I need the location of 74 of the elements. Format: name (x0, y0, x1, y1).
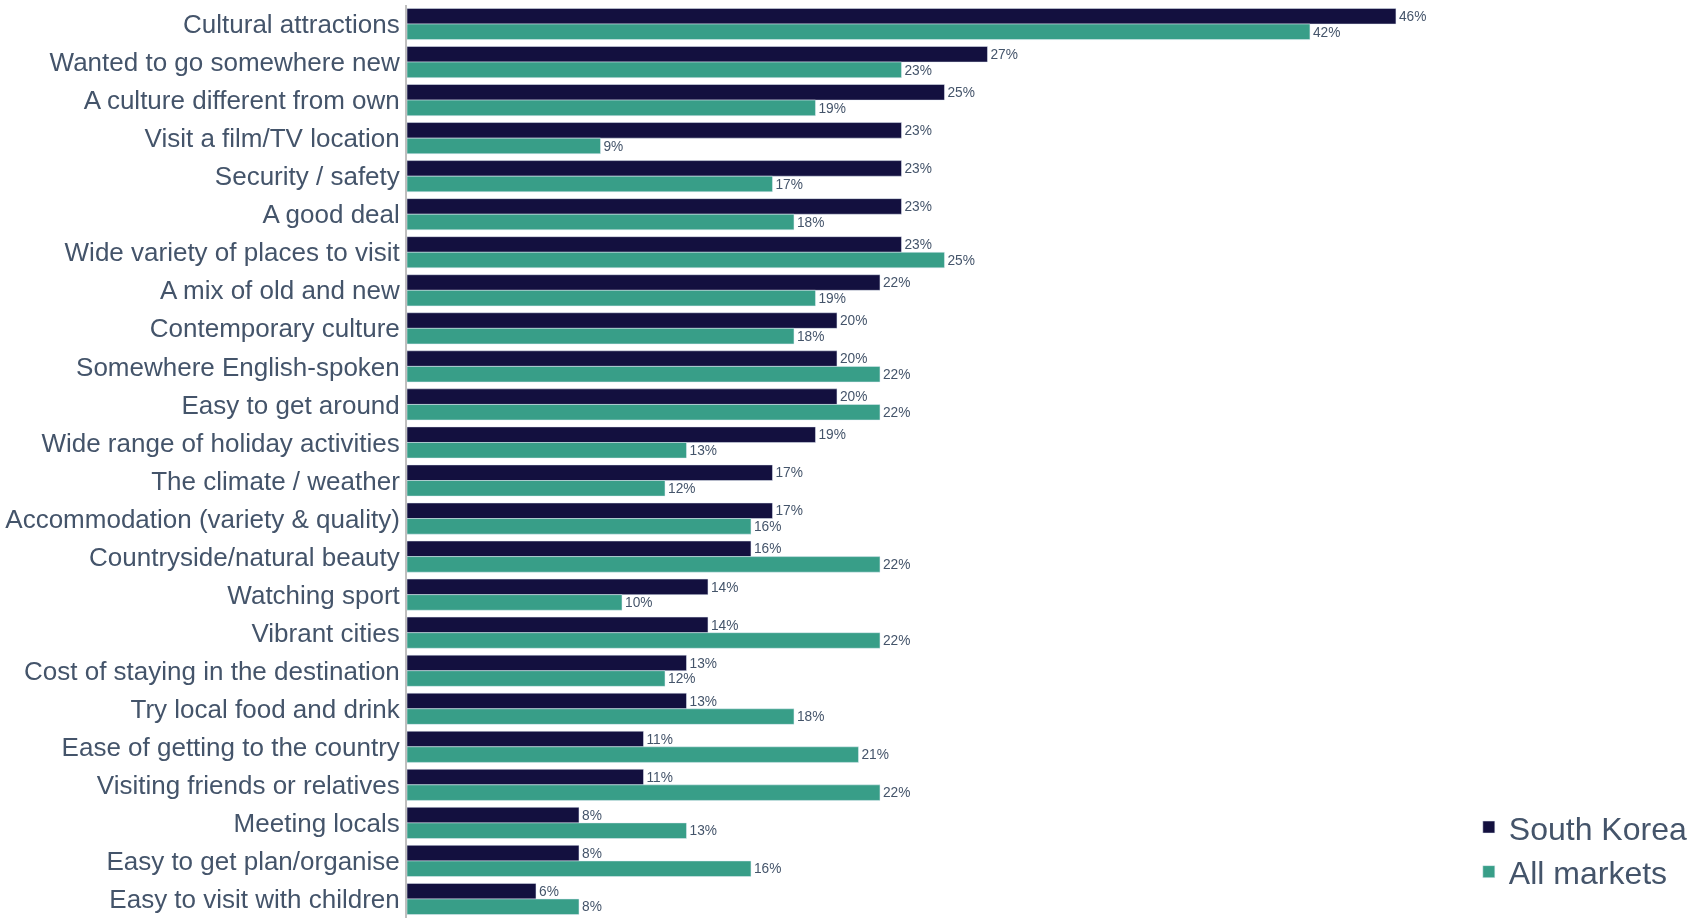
data-label: 21% (861, 747, 889, 763)
data-label: 9% (603, 138, 624, 154)
data-label: 11% (646, 731, 673, 747)
y-tick-label: Wide variety of places to visit (64, 237, 401, 268)
y-tick-label: A culture different from own (83, 85, 400, 116)
data-label: 25% (947, 84, 975, 100)
data-label: 13% (689, 655, 717, 671)
data-label: 22% (882, 557, 911, 573)
data-label: 8% (582, 899, 602, 915)
data-label: 10% (625, 595, 653, 611)
data-label: 13% (689, 442, 717, 458)
data-label: 23% (904, 199, 932, 215)
data-label: 6% (539, 883, 559, 899)
data-label: 11% (646, 769, 673, 785)
data-label: 13% (689, 823, 717, 839)
y-tick-label: Easy to get plan/organise (106, 846, 400, 877)
y-tick-label: Meeting locals (233, 808, 400, 838)
data-label: 13% (689, 693, 717, 709)
data-label: 22% (882, 785, 911, 801)
y-tick-label: Visiting friends or relatives (96, 769, 400, 800)
data-label: 42% (1312, 24, 1341, 40)
data-label: 18% (796, 709, 825, 725)
data-label: 16% (754, 541, 782, 557)
legend-label: South Korea (1508, 810, 1687, 847)
y-tick-label: Countryside/natural beauty (89, 541, 400, 572)
data-label: 46% (1398, 8, 1427, 24)
data-label: 18% (796, 214, 825, 230)
data-label: 8% (582, 807, 602, 823)
y-tick-label: Ease of getting to the country (61, 731, 400, 762)
data-label: 14% (710, 579, 739, 595)
data-label: 22% (883, 366, 911, 382)
y-tick-label: Somewhere English-spoken (76, 351, 400, 382)
y-tick-label: Visit a film/TV location (144, 123, 400, 154)
y-tick-label: Easy to visit with children (109, 884, 400, 915)
data-label: 20% (839, 351, 868, 367)
data-label: 16% (754, 861, 782, 877)
y-tick-label: Watching sport (227, 579, 401, 610)
y-tick-label: A mix of old and new (159, 275, 401, 306)
data-label: 17% (775, 176, 803, 192)
data-label: 23% (904, 237, 932, 253)
y-tick-label: Try local food and drink (130, 693, 401, 724)
y-tick-label: Wide range of holiday activities (41, 427, 400, 458)
y-tick-label: The climate / weather (151, 465, 401, 496)
data-label: 27% (990, 46, 1018, 62)
data-label: 12% (668, 671, 696, 687)
legend-label: All markets (1508, 855, 1668, 892)
y-tick-label: Cost of staying in the destination (24, 655, 400, 686)
data-label: 14% (710, 617, 739, 633)
y-tick-label: Accommodation (variety & quality) (5, 503, 400, 534)
data-label: 19% (818, 290, 846, 306)
data-label: 23% (904, 123, 932, 139)
y-tick-label: Wanted to go somewhere new (49, 47, 401, 78)
data-label: 16% (753, 519, 782, 535)
data-label: 22% (883, 275, 911, 291)
data-label: 19% (818, 427, 846, 443)
data-label: 23% (904, 161, 932, 177)
data-label: 19% (818, 100, 846, 116)
y-tick-label: Easy to get around (181, 389, 400, 420)
data-label: 22% (883, 633, 911, 649)
y-tick-label: Security / safety (214, 161, 400, 192)
data-label: 17% (775, 503, 803, 519)
data-label: 17% (775, 465, 803, 481)
data-label: 20% (839, 389, 868, 405)
data-label: 23% (904, 62, 932, 78)
y-tick-label: Cultural attractions (183, 9, 400, 40)
data-label: 8% (582, 845, 602, 861)
data-label: 12% (668, 481, 696, 496)
data-label: 22% (883, 404, 911, 420)
y-tick-label: Vibrant cities (251, 617, 400, 648)
data-label: 18% (796, 328, 825, 344)
data-label: 25% (947, 252, 975, 268)
y-tick-label: Contemporary culture (149, 313, 400, 344)
data-label: 20% (840, 313, 868, 329)
y-tick-label: A good deal (262, 199, 400, 230)
